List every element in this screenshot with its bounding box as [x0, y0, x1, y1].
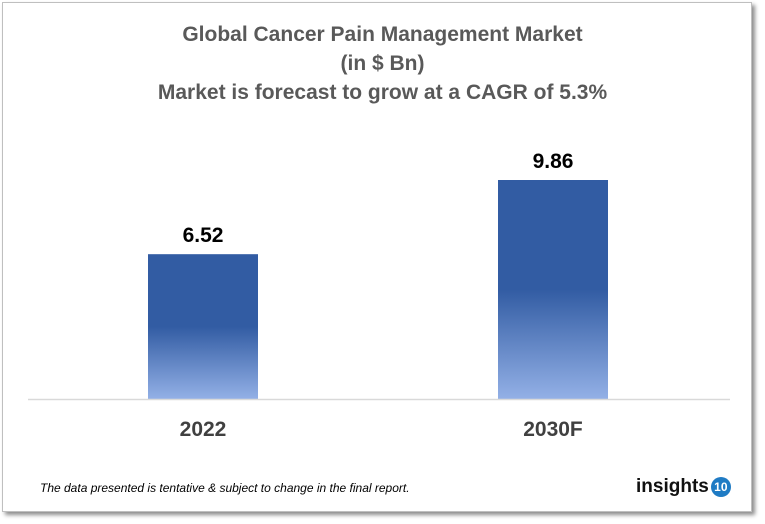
bar-2030F [498, 180, 608, 399]
footnote: The data presented is tentative & subjec… [40, 481, 410, 495]
x-tick-label: 2022 [180, 418, 227, 441]
logo-badge: 10 [710, 477, 731, 497]
data-label: 6.52 [183, 224, 224, 247]
title-line-3: Market is forecast to grow at a CAGR of … [157, 81, 608, 104]
chart-title: Global Cancer Pain Management Market (in… [0, 20, 765, 107]
bar-2022 [148, 254, 258, 399]
data-label: 9.86 [533, 150, 574, 173]
title-line-1: Global Cancer Pain Management Market [182, 23, 583, 46]
logo-text: insights [636, 476, 709, 497]
x-tick-label: 2030F [523, 418, 583, 441]
title-line-2: (in $ Bn) [340, 52, 425, 75]
chart-card [2, 2, 752, 512]
insights10-logo: insights 10 [636, 476, 731, 498]
